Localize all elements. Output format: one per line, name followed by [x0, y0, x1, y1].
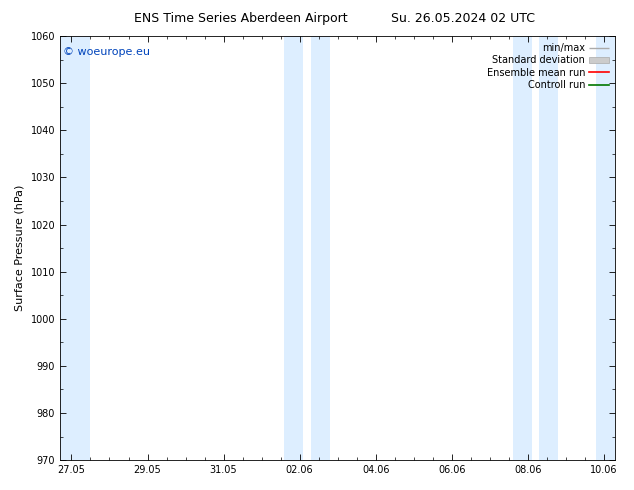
- Bar: [513, 36, 532, 460]
- Bar: [540, 36, 559, 460]
- Bar: [597, 36, 616, 460]
- Bar: [60, 36, 91, 460]
- Text: © woeurope.eu: © woeurope.eu: [63, 47, 150, 57]
- Text: Su. 26.05.2024 02 UTC: Su. 26.05.2024 02 UTC: [391, 12, 535, 25]
- Y-axis label: Surface Pressure (hPa): Surface Pressure (hPa): [15, 185, 25, 311]
- Bar: [311, 36, 330, 460]
- Text: ENS Time Series Aberdeen Airport: ENS Time Series Aberdeen Airport: [134, 12, 347, 25]
- Legend: min/max, Standard deviation, Ensemble mean run, Controll run: min/max, Standard deviation, Ensemble me…: [485, 41, 611, 92]
- Bar: [285, 36, 304, 460]
